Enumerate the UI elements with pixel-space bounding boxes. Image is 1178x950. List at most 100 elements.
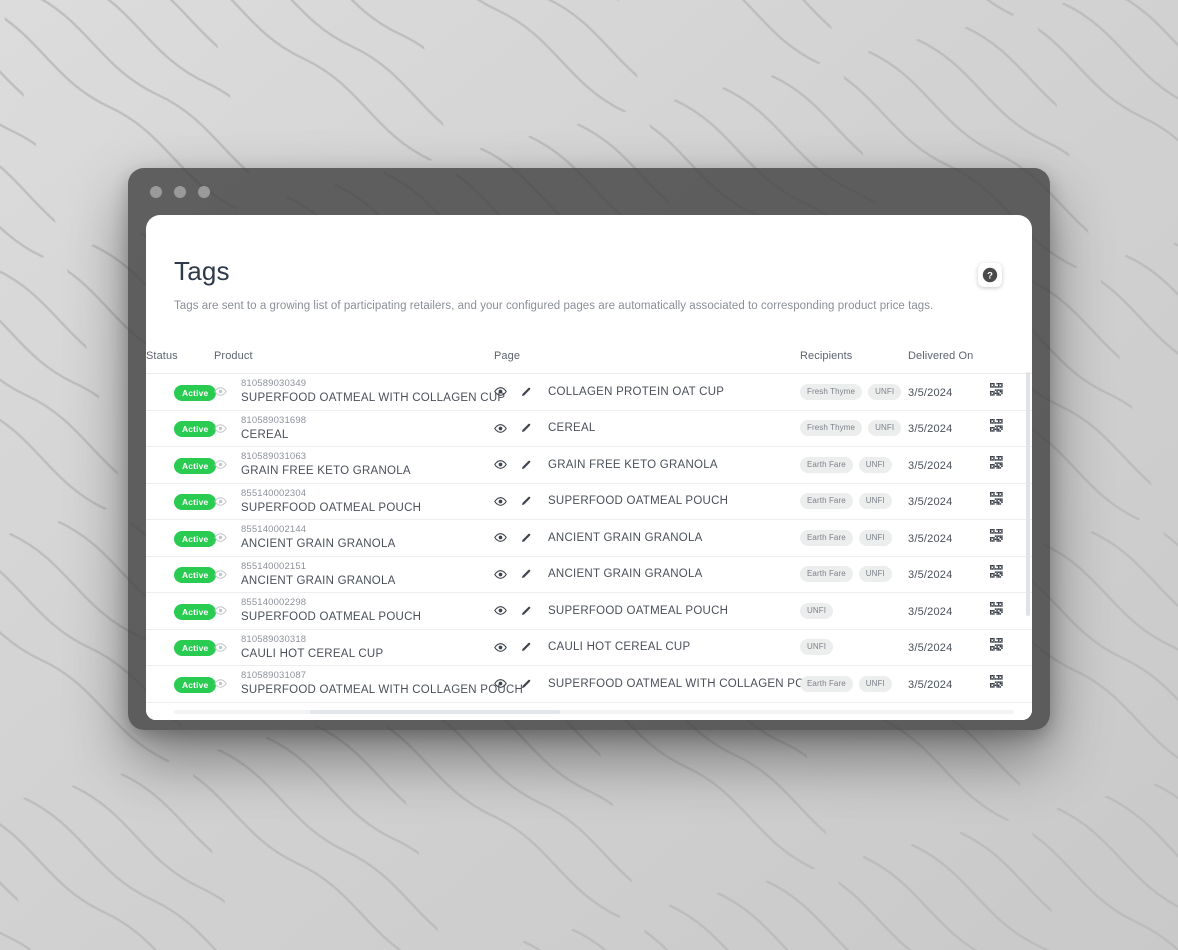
recipient-chip[interactable]: UNFI — [800, 639, 834, 656]
product-preview-icon[interactable] — [214, 458, 227, 471]
tags-table-scroll-area[interactable]: Status Product Page Recipients Delivered… — [146, 350, 1032, 718]
column-header-status[interactable]: Status — [146, 350, 214, 374]
table-row[interactable]: Active 855140002298 SUPERFOOD OATMEAL PO… — [146, 592, 1032, 630]
qr-code-button[interactable] — [990, 528, 1003, 542]
cell-product: 855140002304 SUPERFOOD OATMEAL POUCH — [214, 483, 494, 520]
recipient-chip[interactable]: Earth Fare — [800, 493, 853, 510]
recipient-chip[interactable]: UNFI — [858, 566, 892, 583]
qr-code-button[interactable] — [990, 674, 1003, 688]
product-name: SUPERFOOD OATMEAL WITH COLLAGEN POUCH — [241, 684, 524, 696]
recipient-chip[interactable]: Earth Fare — [800, 456, 853, 473]
recipient-chip[interactable]: UNFI — [868, 383, 902, 400]
page-edit-button[interactable] — [520, 459, 532, 471]
cell-product: 855140002298 SUPERFOOD OATMEAL POUCH — [214, 592, 494, 630]
recipient-chip[interactable]: Fresh Thyme — [800, 383, 863, 400]
vertical-scrollbar-thumb[interactable] — [1026, 372, 1030, 616]
cell-product: 810589031063 GRAIN FREE KETO GRANOLA — [214, 446, 494, 484]
product-preview-icon[interactable] — [214, 641, 227, 654]
eye-icon — [494, 533, 507, 543]
table-row[interactable]: Active 810589031698 CEREAL CEREAL Fresh … — [146, 410, 1032, 447]
product-preview-icon[interactable] — [214, 531, 227, 544]
horizontal-scrollbar-thumb[interactable] — [310, 710, 560, 714]
cell-product: 810589031698 CEREAL — [214, 410, 494, 447]
table-row[interactable]: Active 810589030349 SUPERFOOD OATMEAL WI… — [146, 373, 1032, 411]
table-row[interactable]: Active 810589031087 SUPERFOOD OATMEAL WI… — [146, 665, 1032, 703]
page-preview-button[interactable] — [494, 458, 507, 471]
column-header-delivered-on[interactable]: Delivered On — [908, 350, 990, 374]
cell-delivered-on: 3/5/2024 — [908, 446, 990, 484]
eye-icon — [494, 642, 507, 652]
eye-icon — [214, 460, 227, 470]
page-edit-button[interactable] — [520, 532, 532, 544]
minimize-dot[interactable] — [174, 185, 186, 198]
recipient-chip[interactable]: UNFI — [868, 420, 902, 437]
recipient-chip[interactable]: UNFI — [858, 456, 892, 473]
status-badge: Active — [174, 603, 217, 620]
product-preview-icon[interactable] — [214, 385, 227, 398]
table-row[interactable]: Active 855140002144 ANCIENT GRAIN GRANOL… — [146, 519, 1032, 557]
page-title: Tags — [174, 256, 230, 286]
product-preview-icon[interactable] — [214, 422, 227, 435]
cell-delivered-on: 3/5/2024 — [908, 483, 990, 520]
table-row[interactable]: Active 855140002304 SUPERFOOD OATMEAL PO… — [146, 483, 1032, 520]
qr-code-button[interactable] — [990, 419, 1003, 432]
qr-code-button[interactable] — [990, 382, 1003, 396]
column-header-product[interactable]: Product — [214, 350, 494, 374]
maximize-dot[interactable] — [198, 185, 210, 198]
page-edit-button[interactable] — [520, 386, 532, 398]
recipient-chip[interactable]: Earth Fare — [800, 529, 853, 546]
qr-code-button[interactable] — [990, 455, 1003, 469]
cell-page: ANCIENT GRAIN GRANOLA — [494, 519, 800, 557]
qr-code-button[interactable] — [990, 638, 1003, 651]
page-edit-button[interactable] — [520, 641, 532, 653]
qr-code-button[interactable] — [990, 565, 1003, 578]
recipient-chip[interactable]: UNFI — [858, 529, 892, 546]
page-preview-button[interactable] — [494, 568, 507, 581]
cell-product: 810589030349 SUPERFOOD OATMEAL WITH COLL… — [214, 373, 505, 411]
product-preview-icon[interactable] — [214, 495, 227, 508]
page-preview-button[interactable] — [494, 677, 507, 690]
page-edit-button[interactable] — [520, 568, 532, 580]
recipient-chip[interactable]: Fresh Thyme — [800, 420, 863, 437]
product-name: SUPERFOOD OATMEAL WITH COLLAGEN CUP — [241, 392, 506, 404]
table-row[interactable]: Active 810589031063 GRAIN FREE KETO GRAN… — [146, 446, 1032, 484]
recipient-chip[interactable]: UNFI — [858, 675, 892, 692]
eye-icon — [214, 606, 227, 616]
product-preview-icon[interactable] — [214, 568, 227, 581]
product-preview-icon[interactable] — [214, 604, 227, 617]
vertical-scrollbar[interactable] — [1026, 372, 1030, 712]
table-row[interactable]: Active 810589030318 CAULI HOT CEREAL CUP… — [146, 629, 1032, 666]
column-header-recipients[interactable]: Recipients — [800, 350, 908, 374]
recipient-chip[interactable]: Earth Fare — [800, 675, 853, 692]
page-edit-button[interactable] — [520, 495, 532, 507]
page-edit-button[interactable] — [520, 422, 532, 434]
page-edit-button[interactable] — [520, 605, 532, 617]
page-name: SUPERFOOD OATMEAL POUCH — [548, 604, 729, 617]
qr-code-button[interactable] — [990, 492, 1003, 505]
table-row[interactable]: Active 855140002151 ANCIENT GRAIN GRANOL… — [146, 556, 1032, 593]
page-preview-button[interactable] — [494, 495, 507, 508]
page-preview-button[interactable] — [494, 641, 507, 654]
recipient-chip[interactable]: Earth Fare — [800, 566, 853, 583]
delivered-on-date: 3/5/2024 — [908, 678, 953, 691]
eye-icon — [214, 496, 227, 506]
page-preview-button[interactable] — [494, 385, 507, 398]
page-preview-button[interactable] — [494, 531, 507, 544]
horizontal-scrollbar[interactable] — [174, 710, 1014, 714]
cell-recipients: UNFI — [800, 629, 908, 666]
close-dot[interactable] — [150, 185, 162, 198]
qr-code-button[interactable] — [990, 601, 1003, 615]
page-preview-button[interactable] — [494, 604, 507, 617]
pencil-icon — [522, 569, 531, 579]
recipient-chip[interactable]: UNFI — [858, 493, 892, 510]
page-preview-button[interactable] — [494, 422, 507, 435]
column-header-page[interactable]: Page — [494, 350, 800, 374]
page-name: GRAIN FREE KETO GRANOLA — [548, 458, 718, 471]
eye-icon — [494, 460, 507, 470]
recipient-chip[interactable]: UNFI — [800, 602, 834, 619]
product-name: CAULI HOT CEREAL CUP — [241, 647, 384, 660]
help-button[interactable]: ? — [978, 263, 1002, 287]
product-code: 810589030318 — [241, 633, 307, 645]
product-preview-icon[interactable] — [214, 677, 227, 690]
page-edit-button[interactable] — [520, 678, 532, 690]
